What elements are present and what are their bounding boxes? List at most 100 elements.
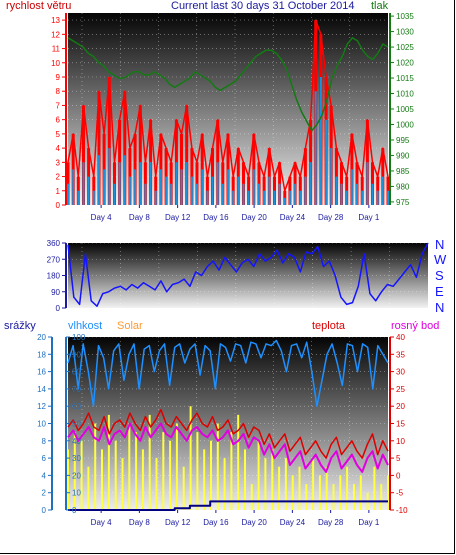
wind-speed-tick-label: 6: [56, 116, 61, 125]
rain-tick-label: 6: [42, 454, 47, 463]
humidity-tick-label: 50: [72, 420, 81, 429]
rain-tick-label: 0: [42, 506, 47, 515]
direction-label-n-top: N: [435, 237, 445, 252]
direction-tick-label: 360: [47, 239, 61, 248]
x-tick-label: Day 1: [358, 518, 379, 527]
pressure-series: [67, 37, 389, 132]
temperature-tick-label: -5: [396, 489, 404, 498]
solar-series: [67, 406, 389, 510]
pressure-tick-label: 1020: [396, 59, 414, 68]
chart-title: Current last 30 days 31 October 2014: [171, 0, 355, 12]
direction-label-n-bottom: N: [435, 300, 445, 315]
rain-tick-label: 10: [37, 420, 46, 429]
temperature-tick-label: 5: [396, 454, 401, 463]
direction-label-s: S: [435, 268, 444, 283]
rain-tick-label: 16: [37, 368, 46, 377]
humidity-tick-label: 20: [72, 471, 81, 480]
wind-speed-tick-label: 1: [56, 187, 61, 196]
direction-tick-label: 0: [56, 304, 61, 313]
humidity-tick-label: 100: [72, 333, 86, 342]
temperature-tick-label: -10: [396, 506, 408, 515]
temperature-tick-label: 0: [396, 471, 401, 480]
rain-tick-label: 12: [37, 402, 46, 411]
humidity-tick-label: 10: [72, 489, 81, 498]
humidity-tick-label: 90: [72, 350, 81, 359]
humidity-tick-label: 0: [72, 506, 77, 515]
pressure-tick-label: 1010: [396, 90, 414, 99]
x-tick-label: Day 24: [280, 518, 306, 527]
pressure-tick-label: 1015: [396, 74, 414, 83]
dew-point-label: rosný bod: [391, 320, 440, 332]
temperature-tick-label: 30: [396, 368, 405, 377]
dew-point-series: [67, 422, 389, 473]
temperature-label: teplota: [312, 320, 346, 332]
x-tick-label: Day 28: [318, 518, 344, 527]
x-tick-label: Day 16: [203, 518, 229, 527]
direction-label-w: W: [434, 252, 447, 267]
humidity-tick-label: 80: [72, 368, 81, 377]
wind-speed-tick-label: 10: [51, 59, 60, 68]
temperature-tick-label: 40: [396, 333, 405, 342]
rain-tick-label: 20: [37, 333, 46, 342]
pressure-tick-label: 980: [396, 182, 410, 191]
x-tick-label: Day 20: [241, 518, 267, 527]
wind-speed-tick-label: 8: [56, 87, 61, 96]
wind-gust-line: [67, 19, 389, 192]
wind-speed-tick-label: 9: [56, 73, 61, 82]
rain-tick-label: 18: [37, 350, 46, 359]
wind-speed-tick-label: 5: [56, 130, 61, 139]
pressure-label: tlak: [371, 0, 389, 12]
x-tick-label: Day 12: [165, 213, 191, 222]
temperature-tick-label: 10: [396, 437, 405, 446]
pressure-tick-label: 1000: [396, 120, 414, 129]
pressure-tick-label: 1005: [396, 105, 414, 114]
pressure-tick-label: 1030: [396, 28, 414, 37]
wind-average-series: [67, 77, 389, 205]
rain-tick-label: 2: [42, 489, 47, 498]
humidity-label: vlhkost: [68, 320, 103, 332]
wind-speed-tick-label: 7: [56, 101, 61, 110]
pressure-tick-label: 975: [396, 198, 410, 207]
wind-direction-series: [67, 242, 429, 307]
pressure-tick-label: 985: [396, 167, 410, 176]
x-tick-label: Day 1: [358, 213, 379, 222]
rain-tick-label: 4: [42, 471, 47, 480]
humidity-series: [67, 339, 389, 407]
temperature-tick-label: 35: [396, 350, 405, 359]
direction-label-e: E: [435, 284, 444, 299]
x-tick-label: Day 12: [165, 518, 191, 527]
direction-tick-label: 270: [47, 255, 61, 264]
wind-speed-label: rychlost větru: [6, 0, 72, 12]
rain-tick-label: 14: [37, 385, 46, 394]
pressure-tick-label: 1035: [396, 12, 414, 21]
humidity-tick-label: 30: [72, 454, 81, 463]
wind-speed-tick-label: 2: [56, 173, 61, 182]
x-tick-label: Day 28: [318, 213, 344, 222]
x-tick-label: Day 8: [129, 518, 150, 527]
x-tick-label: Day 4: [91, 518, 112, 527]
rain-series: [68, 500, 388, 511]
temperature-tick-label: 15: [396, 420, 405, 429]
humidity-tick-label: 40: [72, 437, 81, 446]
humidity-tick-label: 60: [72, 402, 81, 411]
pressure-tick-label: 1025: [396, 43, 414, 52]
wind-speed-tick-label: 13: [51, 16, 60, 25]
wind-speed-tick-label: 3: [56, 158, 61, 167]
pressure-tick-label: 995: [396, 136, 410, 145]
wind-speed-tick-label: 4: [56, 144, 61, 153]
temperature-tick-label: 25: [396, 385, 405, 394]
x-tick-label: Day 24: [280, 213, 306, 222]
temperature-tick-label: 20: [396, 402, 405, 411]
x-tick-label: Day 20: [241, 213, 267, 222]
wind-speed-tick-label: 11: [52, 45, 61, 54]
solar-label: Solar: [117, 320, 143, 332]
direction-tick-label: 180: [47, 272, 61, 281]
humidity-tick-label: 70: [72, 385, 81, 394]
temperature-series: [67, 408, 389, 459]
x-tick-label: Day 4: [91, 213, 112, 222]
rain-label: srážky: [4, 320, 36, 332]
rain-tick-label: 8: [42, 437, 47, 446]
direction-tick-label: 90: [51, 288, 60, 297]
